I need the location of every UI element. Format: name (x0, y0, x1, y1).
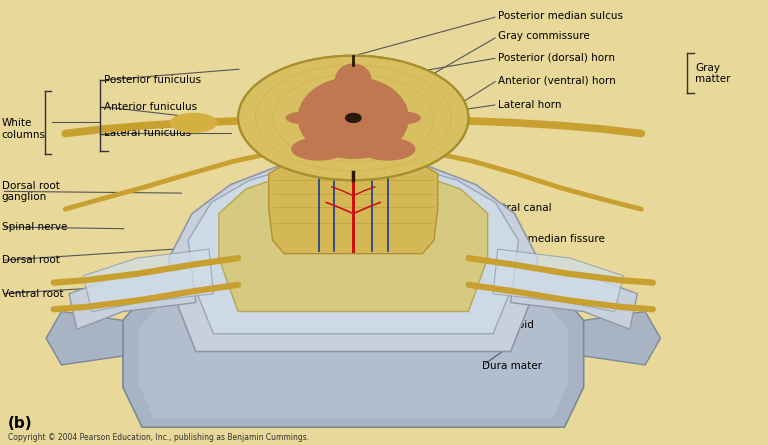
Polygon shape (269, 160, 438, 254)
Circle shape (346, 113, 361, 122)
Ellipse shape (286, 112, 316, 124)
Ellipse shape (170, 113, 217, 132)
Text: Central canal: Central canal (482, 203, 552, 213)
Ellipse shape (335, 63, 372, 97)
Polygon shape (511, 267, 637, 329)
Polygon shape (493, 249, 624, 312)
Polygon shape (169, 158, 538, 352)
Text: Gray
matter: Gray matter (695, 63, 730, 84)
Text: Copyright © 2004 Pearson Education, Inc., publishing as Benjamin Cummings.: Copyright © 2004 Pearson Education, Inc.… (8, 433, 309, 442)
Ellipse shape (360, 138, 415, 161)
Polygon shape (46, 312, 123, 365)
Text: Pia mater: Pia mater (482, 264, 532, 274)
Polygon shape (219, 170, 488, 312)
Text: Posterior funiculus: Posterior funiculus (104, 75, 200, 85)
Ellipse shape (238, 56, 468, 180)
Text: Dorsal root: Dorsal root (2, 255, 59, 265)
Text: Anterior funiculus: Anterior funiculus (104, 102, 197, 112)
Polygon shape (123, 243, 584, 427)
Text: Posterior (dorsal) horn: Posterior (dorsal) horn (498, 53, 614, 63)
Text: Arachnoid: Arachnoid (482, 320, 535, 330)
Text: Anterior (ventral) horn: Anterior (ventral) horn (498, 75, 615, 85)
Text: Lateral horn: Lateral horn (498, 100, 561, 109)
Text: White
columns: White columns (2, 118, 45, 140)
Polygon shape (584, 312, 660, 365)
Ellipse shape (291, 138, 346, 161)
Text: Ventral root: Ventral root (2, 289, 63, 299)
Text: (b): (b) (8, 416, 32, 431)
Text: Anterior median fissure: Anterior median fissure (482, 235, 605, 244)
Text: Spinal nerve: Spinal nerve (2, 222, 67, 232)
Text: Lateral funiculus: Lateral funiculus (104, 129, 190, 138)
Ellipse shape (298, 77, 409, 159)
Text: Dura mater: Dura mater (482, 361, 542, 371)
Text: Gray commissure: Gray commissure (498, 32, 589, 41)
Text: Posterior median sulcus: Posterior median sulcus (498, 12, 623, 21)
Polygon shape (188, 161, 518, 334)
Polygon shape (83, 249, 214, 312)
Polygon shape (69, 267, 196, 329)
Text: Dorsal root
ganglion: Dorsal root ganglion (2, 181, 59, 202)
Ellipse shape (390, 112, 421, 124)
Polygon shape (138, 254, 568, 418)
